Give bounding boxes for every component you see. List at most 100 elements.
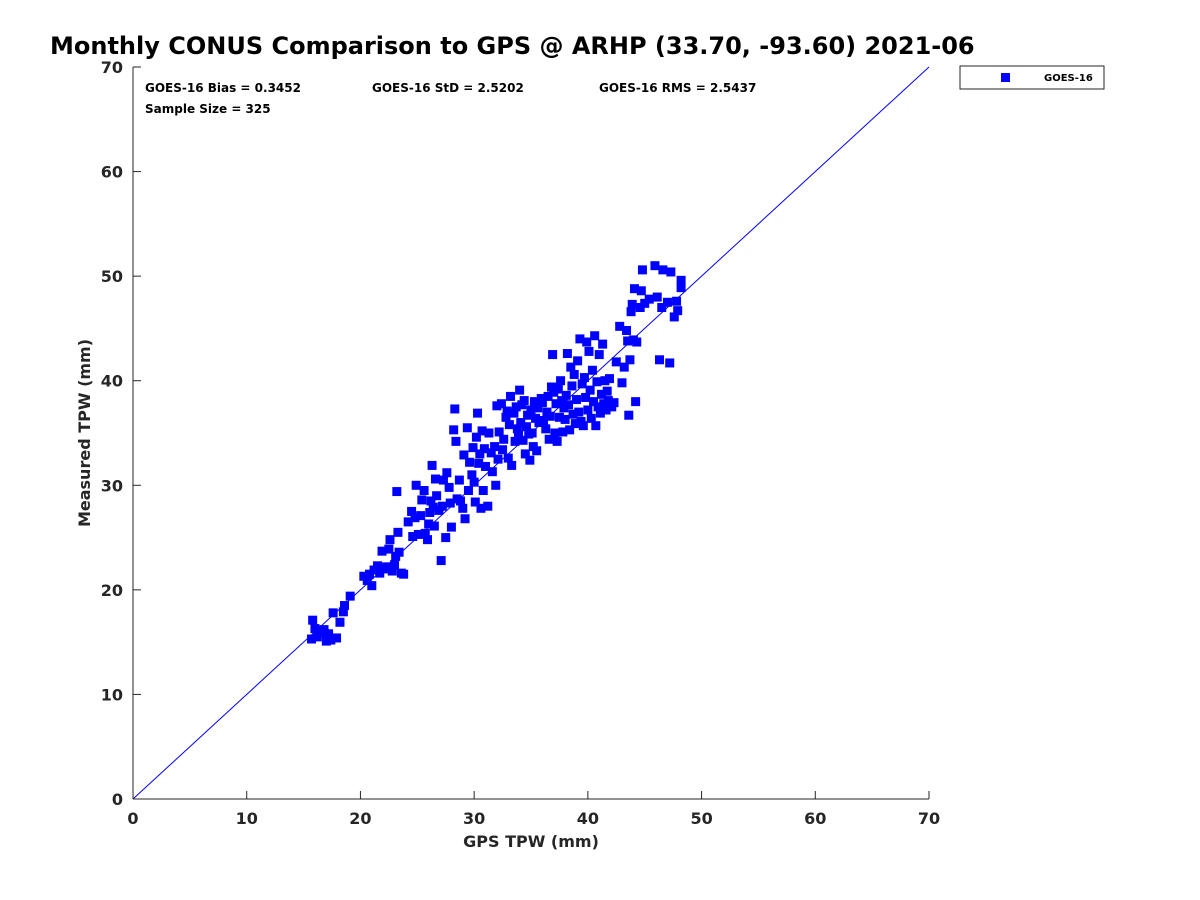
data-point (319, 625, 329, 635)
data-point (644, 294, 654, 304)
data-point (601, 405, 611, 415)
data-point (566, 362, 576, 372)
data-point (450, 404, 460, 414)
data-point (520, 449, 530, 459)
data-point (529, 397, 539, 407)
data-point (544, 434, 554, 444)
data-point (460, 514, 470, 524)
data-point (611, 357, 621, 367)
data-point (589, 397, 599, 407)
data-point (372, 561, 382, 571)
data-point (385, 535, 395, 545)
data-point (543, 391, 553, 401)
data-point (598, 339, 608, 349)
data-point (632, 337, 642, 347)
data-point (332, 633, 342, 643)
data-point (669, 312, 679, 322)
data-point (428, 502, 438, 512)
data-point (459, 450, 469, 460)
data-point (592, 377, 602, 387)
data-point (390, 560, 400, 570)
data-point (375, 568, 385, 578)
data-point (600, 376, 610, 386)
data-point (579, 373, 589, 383)
data-point (326, 635, 336, 645)
data-point (483, 501, 493, 511)
data-point (474, 458, 484, 468)
data-point (417, 495, 427, 505)
data-point (463, 486, 473, 496)
data-point (570, 419, 580, 429)
data-point (469, 477, 479, 487)
data-point (475, 449, 485, 459)
data-point (509, 408, 519, 418)
data-point (498, 445, 508, 455)
data-point (546, 382, 556, 392)
data-point (554, 412, 564, 422)
data-point (676, 275, 686, 285)
data-point (423, 535, 433, 545)
data-point (593, 402, 603, 412)
data-point (506, 391, 516, 401)
data-point (456, 496, 465, 506)
data-point (665, 358, 675, 368)
data-point (507, 460, 517, 470)
data-point (558, 427, 568, 437)
data-point (597, 389, 606, 399)
data-point (394, 547, 404, 557)
data-point (470, 497, 480, 507)
data-point (473, 408, 483, 418)
data-point (560, 414, 570, 424)
data-point (432, 491, 442, 501)
data-point (602, 386, 612, 396)
data-point (442, 468, 452, 478)
data-point (504, 420, 514, 430)
y-axis-label: Measured TPW (mm) (75, 339, 94, 527)
data-point (584, 346, 594, 356)
data-point (384, 544, 394, 554)
data-point (559, 403, 569, 413)
data-point (445, 498, 455, 508)
data-point (310, 624, 320, 634)
rms-annotation: GOES-16 RMS = 2.5437 (599, 81, 756, 95)
data-point (587, 365, 597, 375)
data-point (408, 532, 418, 542)
data-point (321, 636, 331, 646)
data-point (624, 410, 634, 420)
data-point (403, 517, 413, 527)
y-ticks: 0 10 20 30 40 50 60 70 (101, 58, 141, 809)
data-point (499, 434, 509, 444)
data-point (413, 529, 423, 539)
data-point (407, 506, 417, 516)
data-point (533, 403, 543, 413)
data-point (468, 443, 478, 453)
data-point (556, 376, 566, 386)
data-point (420, 528, 430, 538)
data-point (430, 474, 440, 484)
data-point (481, 461, 491, 471)
data-point (622, 326, 632, 336)
data-point (604, 374, 614, 384)
data-point (427, 460, 437, 470)
data-point (490, 442, 500, 452)
data-point (532, 446, 542, 456)
data-point (673, 306, 683, 316)
data-point (581, 392, 591, 402)
x-ticks: 0 10 20 30 40 50 60 70 (127, 791, 940, 828)
data-point (444, 482, 454, 492)
data-point (492, 401, 502, 411)
data-point (545, 411, 555, 421)
data-point (484, 428, 494, 438)
data-point (658, 265, 668, 275)
data-point (629, 284, 639, 294)
data-point (365, 569, 375, 579)
x-tick-label: 0 (127, 809, 138, 828)
data-point (513, 430, 523, 440)
data-point (521, 422, 531, 432)
data-point (477, 426, 487, 436)
data-point (392, 487, 402, 497)
data-point (458, 503, 468, 513)
data-point (637, 265, 647, 275)
data-point (436, 556, 446, 566)
data-point (510, 436, 520, 446)
